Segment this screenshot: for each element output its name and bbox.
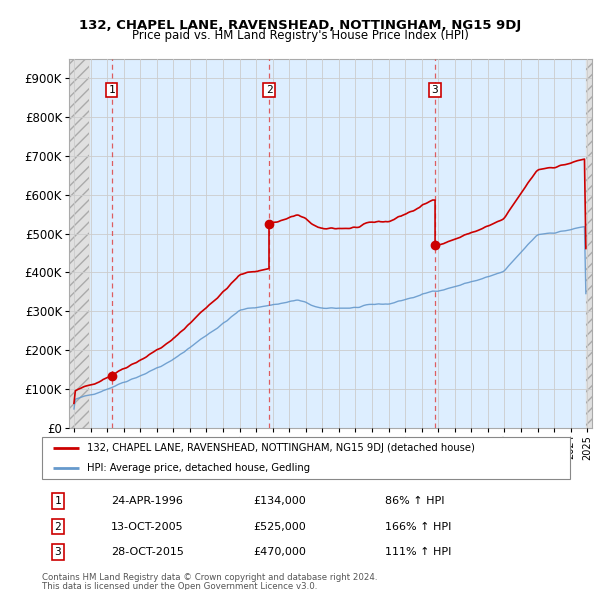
Text: 86% ↑ HPI: 86% ↑ HPI <box>385 496 445 506</box>
Text: This data is licensed under the Open Government Licence v3.0.: This data is licensed under the Open Gov… <box>42 582 317 590</box>
Text: 1: 1 <box>55 496 61 506</box>
Text: 166% ↑ HPI: 166% ↑ HPI <box>385 522 452 532</box>
Text: 2: 2 <box>266 85 272 95</box>
Text: £470,000: £470,000 <box>253 548 306 557</box>
FancyBboxPatch shape <box>42 437 570 479</box>
Text: 2: 2 <box>55 522 61 532</box>
Text: 24-APR-1996: 24-APR-1996 <box>110 496 182 506</box>
Text: Contains HM Land Registry data © Crown copyright and database right 2024.: Contains HM Land Registry data © Crown c… <box>42 573 377 582</box>
Bar <box>586 59 592 428</box>
Bar <box>69 59 89 428</box>
Text: 1: 1 <box>109 85 115 95</box>
Bar <box>586 59 592 428</box>
Text: 132, CHAPEL LANE, RAVENSHEAD, NOTTINGHAM, NG15 9DJ (detached house): 132, CHAPEL LANE, RAVENSHEAD, NOTTINGHAM… <box>87 443 475 453</box>
Text: 3: 3 <box>55 548 61 557</box>
Text: 111% ↑ HPI: 111% ↑ HPI <box>385 548 452 557</box>
Text: 3: 3 <box>431 85 439 95</box>
Text: 28-OCT-2015: 28-OCT-2015 <box>110 548 184 557</box>
Text: 132, CHAPEL LANE, RAVENSHEAD, NOTTINGHAM, NG15 9DJ: 132, CHAPEL LANE, RAVENSHEAD, NOTTINGHAM… <box>79 19 521 32</box>
Text: HPI: Average price, detached house, Gedling: HPI: Average price, detached house, Gedl… <box>87 463 310 473</box>
Bar <box>69 59 89 428</box>
Text: Price paid vs. HM Land Registry's House Price Index (HPI): Price paid vs. HM Land Registry's House … <box>131 30 469 42</box>
Text: £134,000: £134,000 <box>253 496 306 506</box>
Text: 13-OCT-2005: 13-OCT-2005 <box>110 522 183 532</box>
Text: £525,000: £525,000 <box>253 522 306 532</box>
